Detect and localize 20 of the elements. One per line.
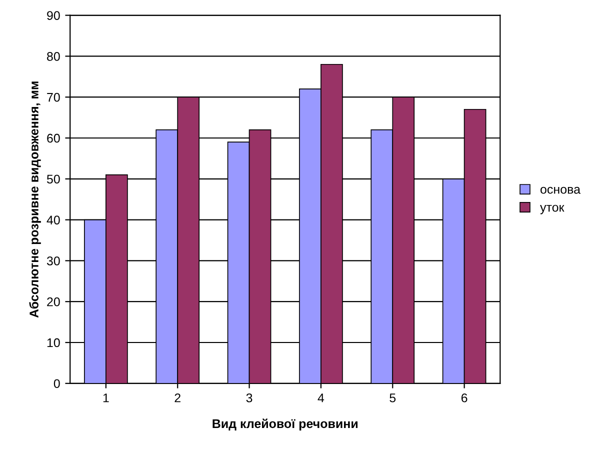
y-tick-label: 60 [47, 134, 60, 143]
y-tick-label: 80 [47, 52, 60, 61]
legend-label: уток [540, 204, 564, 214]
y-axis-title: Абсолютне розривне видовження, мм [29, 82, 41, 318]
x-tick-label: 5 [390, 394, 396, 402]
y-tick-label: 30 [46, 256, 60, 266]
y-tick-label: 20 [47, 297, 60, 306]
legend-label: основа [540, 186, 581, 194]
y-tick-label: 10 [47, 338, 60, 348]
x-tick-label: 4 [318, 394, 324, 402]
x-tick-label: 1 [103, 394, 109, 402]
x-tick-label: 3 [246, 393, 252, 402]
x-axis-title: Вид клейової речовини [212, 418, 358, 431]
x-tick-label: 2 [174, 393, 180, 402]
y-tick-label: 90 [47, 11, 60, 20]
x-tick-label: 6 [461, 393, 468, 402]
y-tick-label: 50 [46, 174, 60, 184]
y-tick-label: 70 [47, 92, 60, 102]
y-tick-label: 0 [54, 379, 60, 388]
y-tick-label: 40 [46, 216, 60, 224]
